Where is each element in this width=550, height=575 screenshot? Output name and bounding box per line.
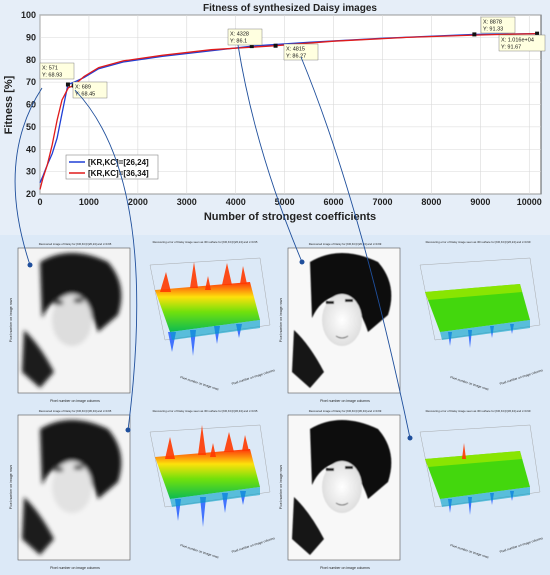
x-tick-label-0: 0 [37,197,42,207]
panel-4-x-label: Pixel number on image columns [320,566,370,570]
datatip-box-3 [227,28,263,46]
datatip-x-3: X: 4328 [230,32,249,38]
panel-4-image-title: Recovered image of Daisy for [KR,KC]=[36… [309,409,382,413]
panel-4: Recovered image of Daisy for [KR,KC]=[36… [275,405,550,575]
datatip-y-3: Y: 86.1 [230,39,247,45]
panel-2-surface-title: Recovering error of Daisy image seen as … [426,240,531,244]
datatip-y-6: Y: 91.67 [501,45,521,51]
datatip-marker-3 [249,44,254,49]
panel-1-y-label: Pixel number on image rows [9,298,13,342]
x-tick-label-9: 9000 [470,197,490,207]
connector-3 [237,44,303,263]
panel-3-image-title: Recovered image of Daisy for [KR,KC]=[36… [39,409,112,413]
y-tick-label-6: 80 [26,55,36,65]
datatip-marker-5 [472,32,477,37]
x-tick-label-8: 8000 [421,197,441,207]
panel-1-portrait [22,253,122,388]
y-tick-label-4: 60 [26,100,36,110]
y-tick-label-0: 20 [26,189,36,199]
panel-2-x-label: Pixel number on image columns [320,399,370,403]
x-axis-label: Number of strongest coefficients [204,211,376,223]
connector-4 [300,56,411,439]
datatip-box-4 [283,43,319,61]
legend: [KR,KC]=[26,24] [KR,KC]=[36,34] [65,154,159,180]
x-tick-label-2: 2000 [128,197,148,207]
x-tick-label-6: 6000 [324,197,344,207]
datatip-marker-6 [535,31,540,36]
panel-2: Recovered image of Daisy for [KR,KC]=[26… [275,235,550,405]
series-group [39,32,538,190]
datatip-x-4: X: 4815 [286,47,305,53]
panel-4-portrait [292,420,392,555]
datatip-box-2 [72,81,108,99]
panel-1: Recovered image of Daisy for [KR,KC]=[26… [0,235,276,405]
chart-title: Fitness of synthesized Daisy images [203,3,377,14]
legend-entry-1: [KR,KC]=[26,24] [88,158,149,167]
datatip-marker-1 [65,82,70,87]
connector-2 [74,89,138,431]
datatip-x-1: X: 571 [42,66,58,72]
image-panels: Recovered image of Daisy for [KR,KC]=[26… [0,235,550,575]
y-tick-label-3: 50 [26,122,36,132]
x-tick-label-3: 3000 [177,197,197,207]
panel-3-y-label: Pixel number on image rows [9,465,13,509]
x-tick-label-10: 10000 [517,197,542,207]
y-tick-label-8: 100 [21,10,36,20]
datatip-y-5: Y: 91.33 [483,27,503,33]
panel-1-error-surface [149,257,271,356]
panel-3-surface-title: Recovering error of Daisy image seen as … [153,409,258,413]
datatip-y-2: Y: 68.45 [75,92,95,98]
panel-4-y-label: Pixel number on image rows [279,465,283,509]
datatip-y-4: Y: 86.27 [286,54,306,60]
datatip-box-1 [39,62,75,80]
connector-dots [27,259,413,441]
y-tick-label-5: 70 [26,77,36,87]
datatip-box-6 [498,34,546,52]
panel-2-image-title: Recovered image of Daisy for [KR,KC]=[26… [309,242,382,246]
panel-4-surface-title: Recovering error of Daisy image seen as … [426,409,531,413]
x-tick-label-1: 1000 [79,197,99,207]
y-tick-label-1: 30 [26,167,36,177]
connector-1 [14,87,43,266]
y-tick-label-2: 40 [26,144,36,154]
panel-4-error-surface [419,424,541,515]
x-tick-label-7: 7000 [372,197,392,207]
datatip-x-5: X: 8878 [483,20,502,26]
datatip-x-6: X: 1.016e+04 [501,38,534,44]
datatip-y-1: Y: 68.93 [42,73,62,79]
panel-3-portrait [22,420,122,555]
legend-entry-2: [KR,KC]=[36,34] [88,169,149,178]
panel-3-x-label: Pixel number on image columns [50,566,100,570]
panel-1-x-label: Pixel number on image columns [50,399,100,403]
datatip-x-2: X: 689 [75,85,91,91]
x-tick-label-5: 5000 [275,197,295,207]
panel-2-error-surface [419,257,541,348]
x-tick-label-4: 4000 [226,197,246,207]
series-line-2 [39,32,538,190]
axes: 0 1000 2000 3000 4000 5000 6000 7000 8000 9000 100… [21,10,542,207]
datatip-6: X: 1.016e+04Y: 91.67 [498,34,546,52]
datatip-box-5 [480,16,516,34]
panel-1-surface-title: Recovering error of Daisy image seen as … [153,240,258,244]
panel-3: Recovered image of Daisy for [KR,KC]=[36… [0,405,276,575]
connector-arrows [14,44,411,439]
panel-1-image-title: Recovered image of Daisy for [KR,KC]=[26… [39,242,112,246]
panel-2-y-label: Pixel number on image rows [279,298,283,342]
y-tick-label-7: 90 [26,32,36,42]
y-axis-label: Fitness [%] [3,75,15,134]
datatip-marker-4 [273,43,278,48]
panel-3-error-surface [149,424,271,527]
